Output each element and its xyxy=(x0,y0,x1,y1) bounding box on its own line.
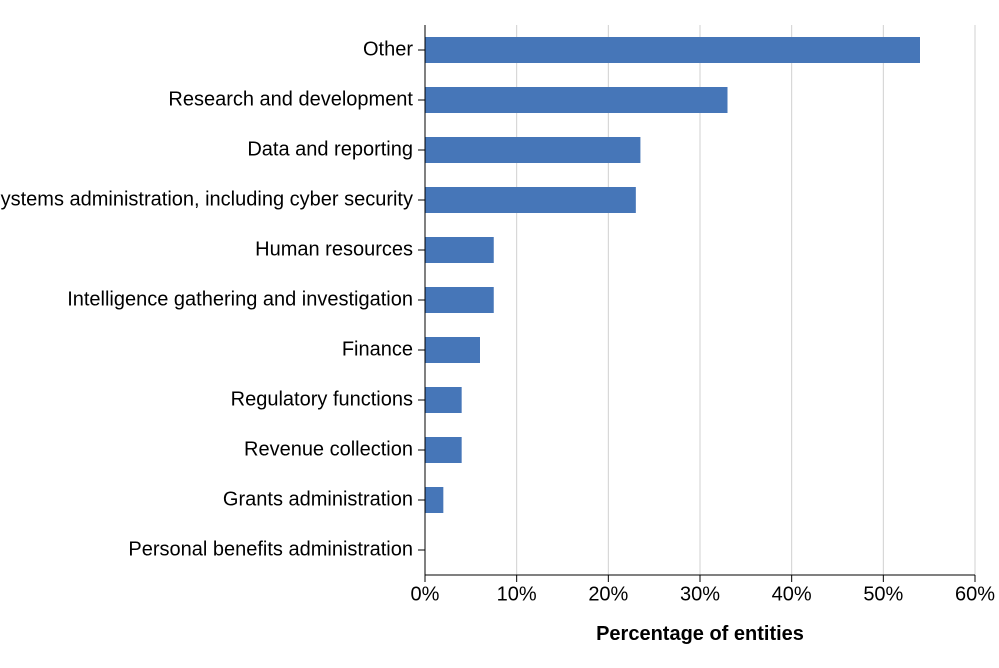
y-tick-label: Other xyxy=(363,38,413,60)
x-tick-label: 20% xyxy=(588,584,628,606)
y-tick-label: Research and development xyxy=(168,88,413,110)
y-tick-label: Intelligence gathering and investigation xyxy=(67,288,413,310)
y-tick-label: Finance xyxy=(342,338,413,360)
x-tick-label: 40% xyxy=(772,584,812,606)
x-tick-label: 50% xyxy=(863,584,903,606)
bar xyxy=(425,387,462,413)
x-axis-title: Percentage of entities xyxy=(596,623,804,645)
horizontal-bar-chart: 0% 10% 20% 30% 40% 50% 60% Other Research and de… xyxy=(0,0,999,668)
bar xyxy=(425,237,494,263)
y-tick-label: Human resources xyxy=(255,238,413,260)
bar xyxy=(425,287,494,313)
y-tick-label: Revenue collection xyxy=(244,438,413,460)
y-tick-label: Personal benefits administration xyxy=(128,538,413,560)
bar xyxy=(425,87,728,113)
bar xyxy=(425,487,443,513)
bar xyxy=(425,137,640,163)
bar xyxy=(425,337,480,363)
y-tick-label: Data and reporting xyxy=(247,138,413,160)
chart-container: 0% 10% 20% 30% 40% 50% 60% Other Research and de… xyxy=(0,0,999,668)
bar xyxy=(425,437,462,463)
bar xyxy=(425,37,920,63)
x-tick-label: 10% xyxy=(497,584,537,606)
y-tick-label: Grants administration xyxy=(223,488,413,510)
bar xyxy=(425,187,636,213)
y-tick-label: Systems administration, including cyber … xyxy=(0,188,413,210)
x-tick-label: 0% xyxy=(411,584,440,606)
y-tick-label: Regulatory functions xyxy=(231,388,413,410)
x-tick-label: 60% xyxy=(955,584,995,606)
x-tick-label: 30% xyxy=(680,584,720,606)
